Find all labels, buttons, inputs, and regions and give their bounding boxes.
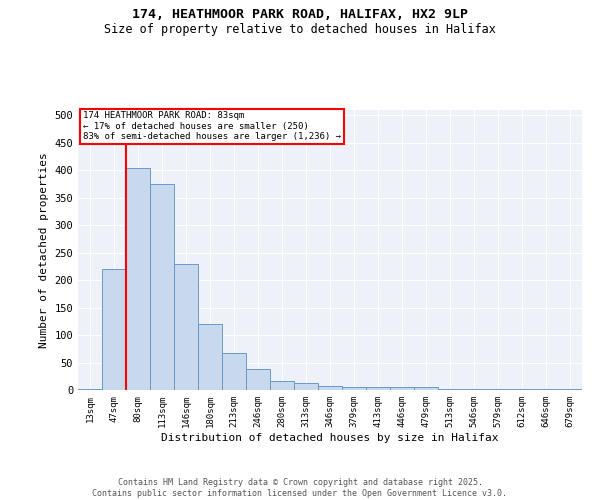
Bar bbox=[246, 369, 270, 390]
X-axis label: Distribution of detached houses by size in Halifax: Distribution of detached houses by size … bbox=[161, 432, 499, 442]
Text: Size of property relative to detached houses in Halifax: Size of property relative to detached ho… bbox=[104, 22, 496, 36]
Bar bbox=[270, 380, 294, 390]
Bar bbox=[558, 389, 582, 390]
Bar bbox=[198, 324, 222, 390]
Bar bbox=[294, 383, 318, 390]
Bar bbox=[438, 389, 462, 390]
Text: Contains HM Land Registry data © Crown copyright and database right 2025.
Contai: Contains HM Land Registry data © Crown c… bbox=[92, 478, 508, 498]
Bar bbox=[78, 389, 102, 390]
Y-axis label: Number of detached properties: Number of detached properties bbox=[39, 152, 49, 348]
Bar bbox=[222, 352, 246, 390]
Text: 174, HEATHMOOR PARK ROAD, HALIFAX, HX2 9LP: 174, HEATHMOOR PARK ROAD, HALIFAX, HX2 9… bbox=[132, 8, 468, 20]
Bar bbox=[462, 389, 486, 390]
Bar bbox=[126, 168, 150, 390]
Bar bbox=[414, 388, 438, 390]
Bar bbox=[390, 388, 414, 390]
Bar bbox=[150, 184, 174, 390]
Bar bbox=[342, 388, 366, 390]
Bar bbox=[102, 269, 126, 390]
Text: 174 HEATHMOOR PARK ROAD: 83sqm
← 17% of detached houses are smaller (250)
83% of: 174 HEATHMOOR PARK ROAD: 83sqm ← 17% of … bbox=[83, 112, 341, 141]
Bar bbox=[366, 388, 390, 390]
Bar bbox=[318, 386, 342, 390]
Bar bbox=[174, 264, 198, 390]
